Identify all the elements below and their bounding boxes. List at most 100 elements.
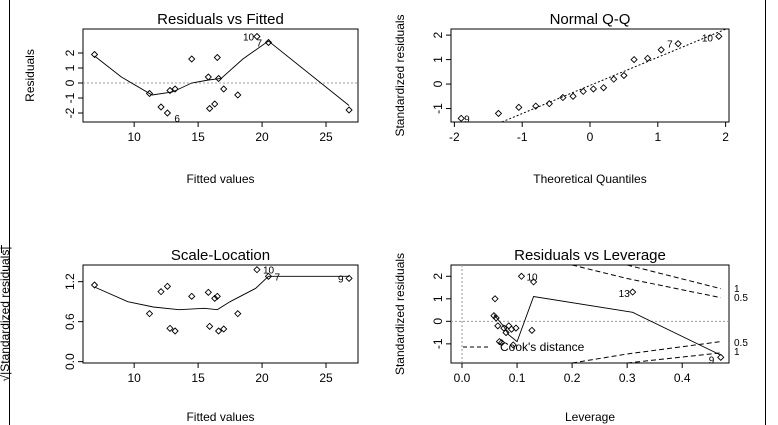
cooks-distance-contour — [627, 265, 721, 290]
plot-frame — [450, 264, 730, 364]
y-tick-label: 0 — [431, 318, 445, 325]
x-tick-label: 0.3 — [619, 371, 636, 385]
data-point — [545, 100, 553, 108]
y-tick-label: 1 — [63, 64, 77, 71]
point-label: 10 — [526, 272, 538, 283]
data-point — [492, 314, 500, 322]
panel-title: Normal Q-Q — [550, 11, 631, 28]
panel-title: Residuals vs Fitted — [157, 11, 284, 28]
data-point — [715, 32, 723, 40]
data-point — [253, 32, 261, 41]
x-tick-label: 20 — [255, 371, 269, 385]
data-point — [629, 288, 637, 296]
point-label: 7 — [274, 272, 280, 283]
data-point — [500, 324, 508, 332]
y-tick-label: 2 — [431, 273, 445, 280]
data-point — [145, 89, 154, 98]
data-point — [214, 74, 223, 83]
y-tick-label: 0 — [431, 80, 445, 87]
data-point — [234, 91, 242, 99]
data-point — [620, 71, 628, 80]
data-point — [674, 40, 682, 48]
plot-frame — [82, 264, 359, 364]
data-point — [345, 106, 353, 114]
data-point — [213, 53, 221, 62]
x-tick-label: 20 — [255, 130, 269, 144]
data-point — [502, 328, 510, 337]
panel-title: Scale-Location — [171, 247, 270, 264]
legend-text: Cook's distance — [500, 340, 585, 354]
data-point — [213, 292, 221, 300]
point-label: 10 — [243, 33, 255, 44]
y-tick-label: -1 — [63, 92, 77, 103]
data-point — [599, 84, 608, 92]
x-tick-label: 0.4 — [674, 371, 691, 385]
data-point — [717, 353, 725, 362]
point-label: 13 — [619, 289, 631, 300]
plot-frame — [82, 28, 359, 123]
data-point — [345, 274, 353, 282]
x-tick-label: 15 — [191, 130, 205, 144]
data-point — [204, 288, 212, 296]
y-tick-label: 0.0 — [63, 353, 77, 370]
panel-residuals-vs-leverage: Residuals vs Leverage Leverage Standardi… — [393, 247, 748, 424]
contour-label-lower-0-5: 0.5 — [734, 338, 748, 349]
data-point — [234, 310, 242, 318]
data-point — [204, 73, 212, 81]
data-point — [214, 327, 223, 335]
point-label: 7 — [256, 39, 262, 50]
data-point — [264, 38, 273, 47]
point-label: 10 — [702, 33, 714, 44]
data-point — [509, 341, 517, 349]
data-point — [157, 103, 165, 111]
point-label: 9 — [464, 114, 470, 125]
y-tick-label: -2 — [63, 107, 77, 118]
x-tick-label: -2 — [449, 130, 460, 144]
data-point — [517, 272, 526, 280]
point-label: 9 — [338, 274, 344, 285]
x-tick-label: 25 — [319, 130, 333, 144]
lowess-smooth-line — [94, 275, 350, 311]
data-point — [90, 281, 99, 289]
data-point — [163, 282, 172, 290]
data-point — [494, 109, 503, 118]
cooks-distance-contour — [571, 265, 721, 299]
y-tick-label: 0 — [63, 79, 77, 86]
x-tick-label: 0.0 — [454, 371, 471, 385]
data-point — [211, 100, 219, 108]
data-point — [494, 322, 502, 330]
point-label: 9 — [709, 355, 715, 366]
y-axis-label: Residuals — [23, 49, 37, 102]
data-point — [211, 294, 219, 302]
data-point — [630, 55, 638, 64]
data-point — [589, 85, 598, 93]
data-point — [90, 50, 99, 59]
panel-residuals-vs-fitted: Residuals vs Fitted Fitted values Residu… — [23, 11, 359, 186]
data-point — [264, 272, 273, 280]
data-point — [529, 278, 538, 286]
x-tick-label: 15 — [191, 371, 205, 385]
data-point — [171, 85, 179, 93]
data-point — [643, 54, 652, 63]
x-tick-label: 25 — [319, 371, 333, 385]
cooks-distance-contour — [627, 352, 721, 363]
data-point — [163, 109, 172, 117]
data-point — [498, 339, 506, 347]
data-point — [145, 310, 154, 318]
data-point — [220, 85, 228, 93]
point-label: 10 — [263, 266, 275, 277]
x-axis-label: Leverage — [565, 410, 615, 424]
point-label: 6 — [174, 114, 180, 125]
y-tick-label: -1 — [431, 338, 445, 349]
data-point — [532, 102, 540, 110]
data-point — [157, 288, 165, 296]
panel-scale-location: Scale-Location Fitted values √|Standardi… — [0, 245, 359, 424]
y-tick-label: 0.6 — [63, 313, 77, 330]
y-axis-label: √|Standardized residuals| — [0, 247, 12, 382]
data-point — [205, 322, 214, 330]
data-point — [253, 266, 261, 274]
y-tick-label: 2 — [63, 49, 77, 56]
data-point — [220, 325, 228, 333]
data-point — [457, 114, 465, 122]
